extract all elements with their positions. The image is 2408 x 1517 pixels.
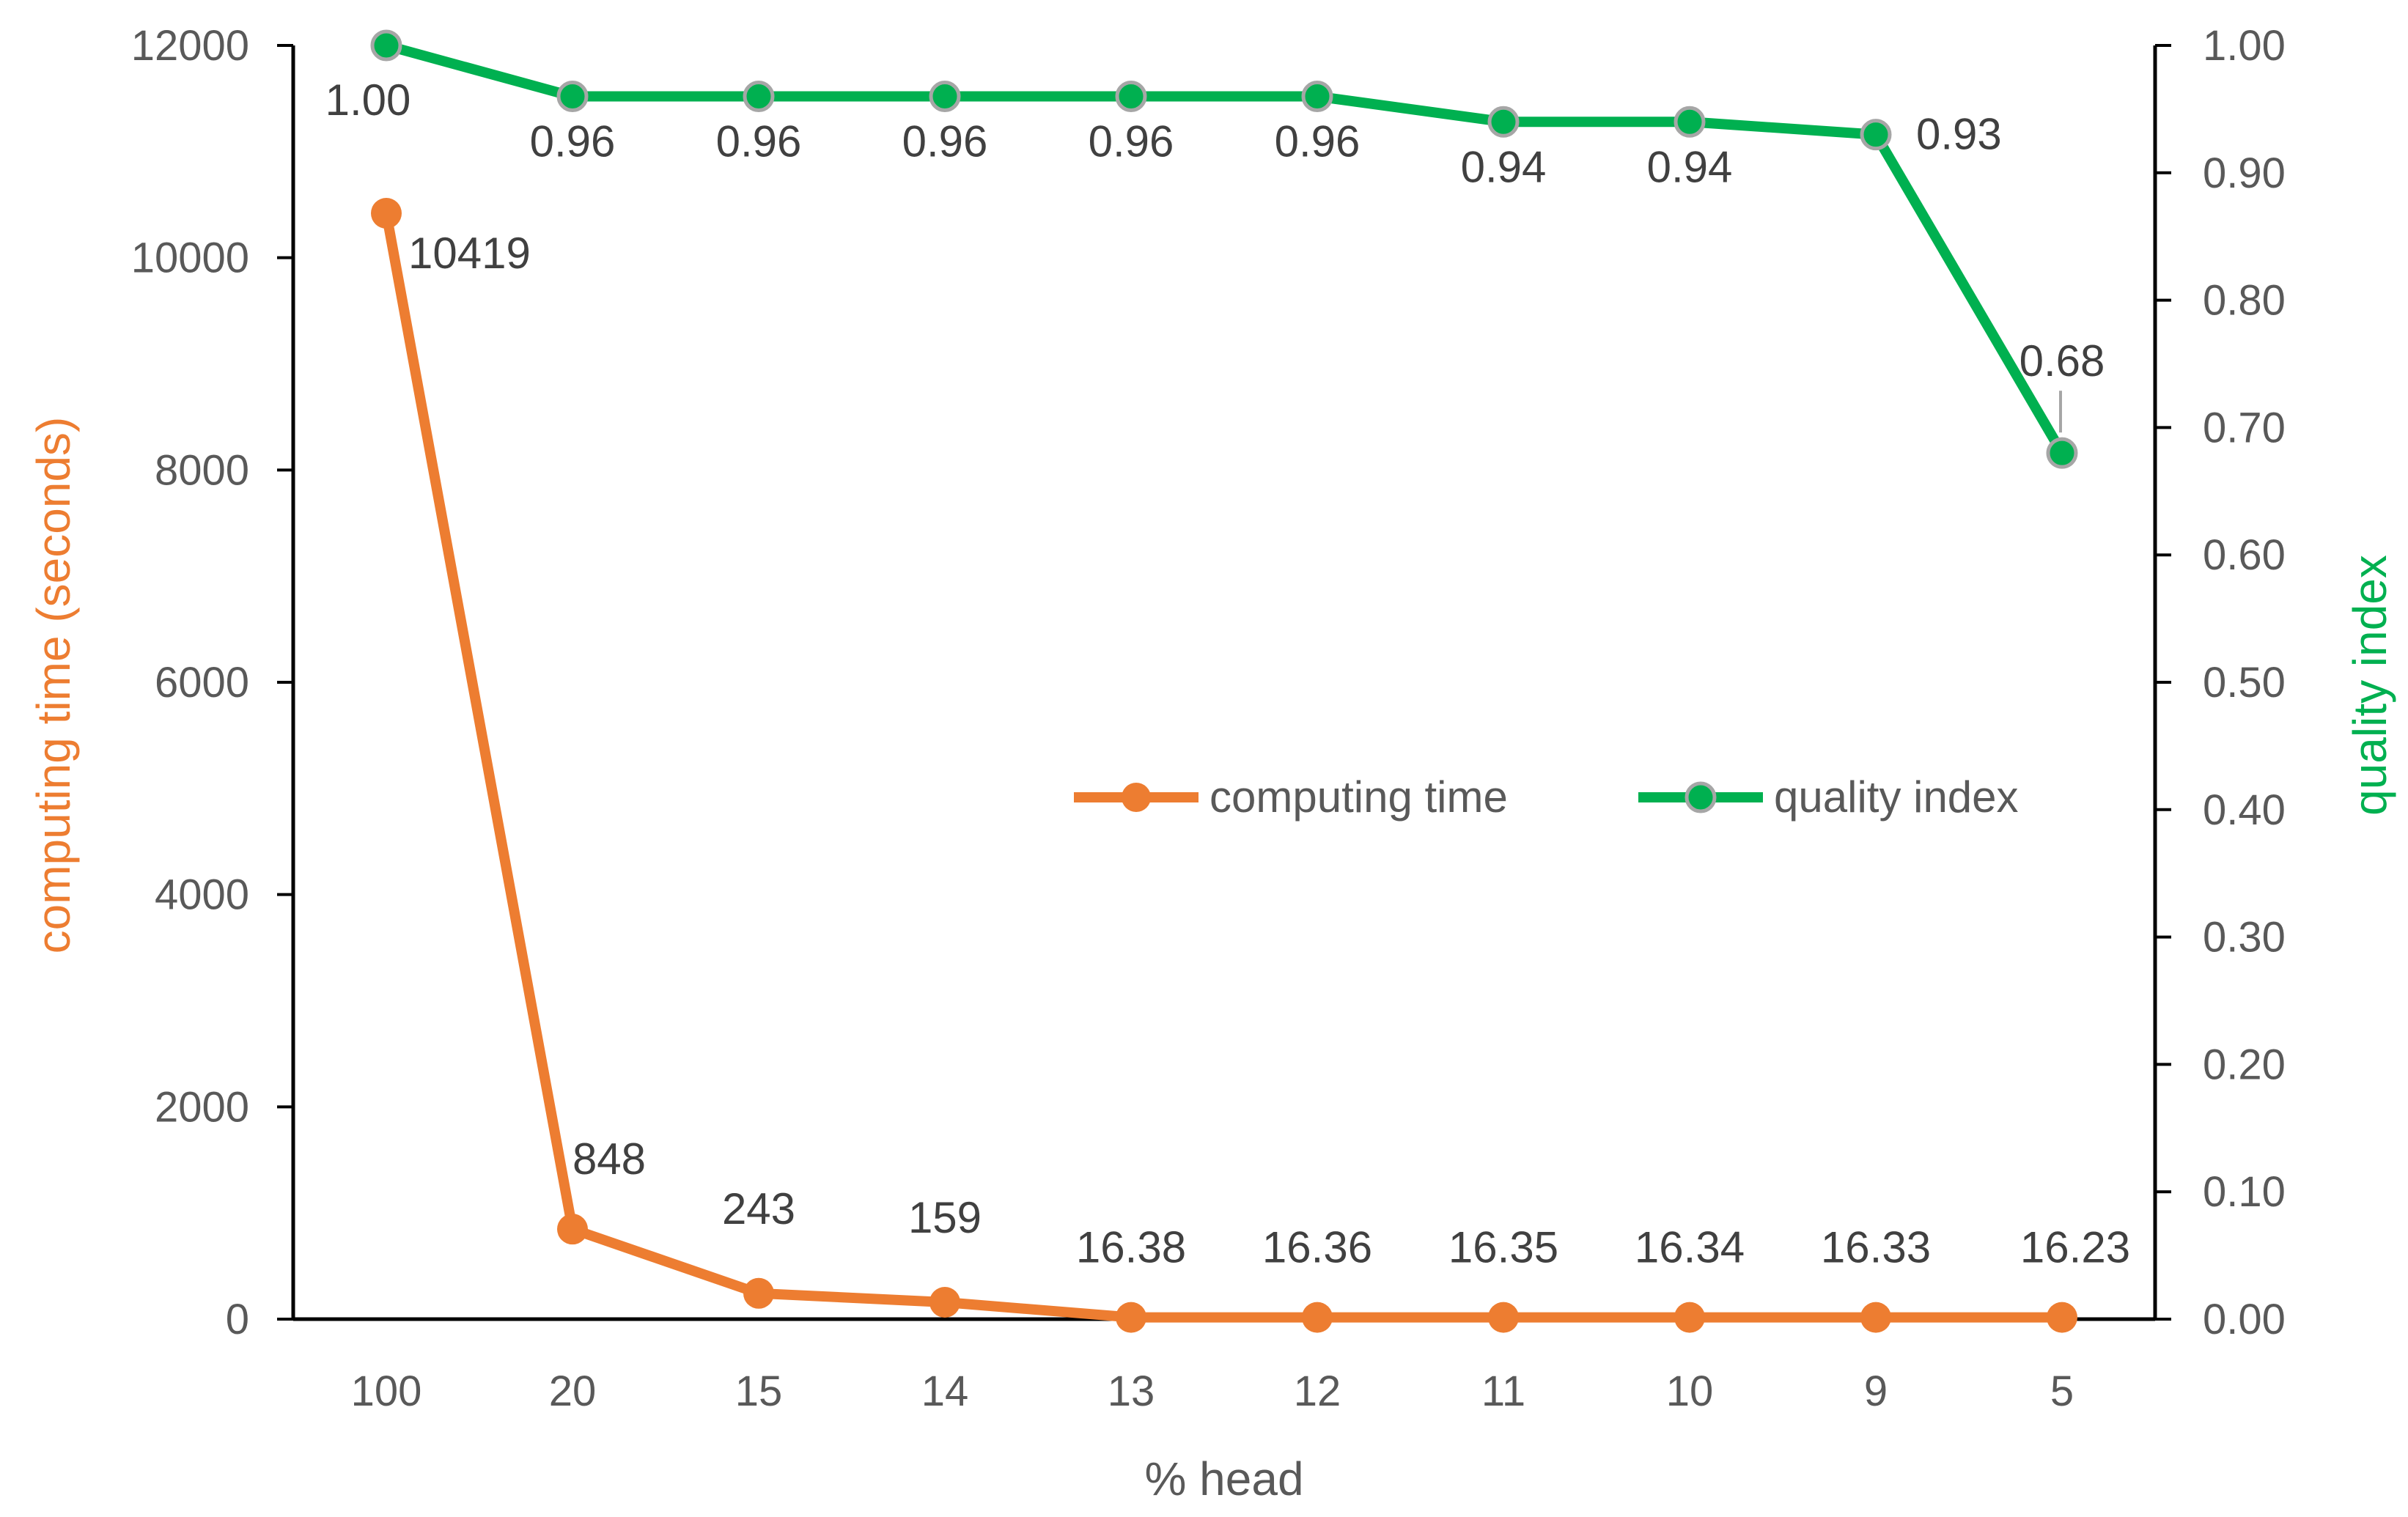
right-tick-label: 0.00 <box>2203 1296 2286 1343</box>
legend-computing-time-marker <box>1122 783 1151 812</box>
left-tick-label: 12000 <box>131 22 249 70</box>
x-tick-label: 10 <box>1666 1367 1714 1415</box>
right-tick-label: 0.80 <box>2203 277 2286 325</box>
right-tick-label: 0.10 <box>2203 1168 2286 1216</box>
data-label-computing-time: 16.38 <box>1076 1223 1186 1272</box>
legend: computing time quality index <box>1074 772 2019 822</box>
point-quality-index <box>1487 106 1520 138</box>
point-computing-time <box>1860 1302 1891 1333</box>
point-quality-index <box>1115 81 1147 113</box>
point-computing-time <box>1488 1302 1519 1333</box>
left-tick-label: 6000 <box>155 659 249 706</box>
point-computing-time <box>743 1277 774 1309</box>
series-layer <box>370 29 2078 1333</box>
right-axis-title: quality index <box>2343 555 2396 816</box>
data-label-quality-index: 0.93 <box>1916 110 2002 159</box>
data-label-computing-time: 16.35 <box>1448 1223 1558 1272</box>
left-tick-label: 4000 <box>155 871 249 919</box>
data-label-quality-index: 0.96 <box>716 117 802 166</box>
data-label-computing-time: 243 <box>722 1184 795 1233</box>
point-computing-time <box>1116 1302 1146 1333</box>
right-tick-label: 0.70 <box>2203 404 2286 451</box>
data-label-quality-index: 0.94 <box>1461 142 1547 191</box>
data-label-computing-time: 10419 <box>408 229 531 278</box>
legend-quality-index-marker <box>1685 781 1717 813</box>
right-tick-label: 0.60 <box>2203 531 2286 579</box>
point-quality-index <box>370 29 402 62</box>
x-tick-label: 20 <box>549 1367 597 1415</box>
x-tick-label: 11 <box>1481 1367 1525 1415</box>
series-line-computing-time <box>381 207 2067 1323</box>
point-quality-index <box>1860 119 1892 151</box>
data-label-computing-time: 159 <box>908 1193 982 1242</box>
data-label-computing-time: 16.33 <box>1821 1223 1931 1272</box>
point-quality-index <box>2046 437 2078 469</box>
point-quality-index <box>1674 106 1706 138</box>
right-axis-ticks: 0.00 0.10 0.20 0.30 0.40 0.50 0.60 0.70 0.80 0.90… <box>2155 22 2286 1343</box>
data-label-quality-index: 0.96 <box>530 117 616 166</box>
right-tick-label: 0.50 <box>2203 659 2286 706</box>
x-tick-label: 100 <box>351 1367 422 1415</box>
x-tick-label: 5 <box>2050 1367 2074 1415</box>
right-tick-label: 1.00 <box>2203 22 2286 70</box>
axes <box>291 45 2157 1321</box>
data-label-computing-time: 16.23 <box>2020 1223 2130 1272</box>
point-quality-index <box>1301 81 1333 113</box>
left-tick-label: 10000 <box>131 235 249 282</box>
point-quality-index <box>743 81 775 113</box>
point-quality-index <box>556 81 589 113</box>
point-computing-time <box>371 197 402 229</box>
left-tick-label: 0 <box>226 1296 249 1343</box>
series-line-quality-index <box>381 40 2067 459</box>
data-labels-layer: 10419 848 243 159 16.38 16.36 16.35 16.34 16.33 1… <box>325 75 2130 1272</box>
data-label-quality-index: 0.94 <box>1647 142 1733 191</box>
right-tick-label: 0.20 <box>2203 1041 2286 1088</box>
point-computing-time <box>1302 1302 1333 1333</box>
point-computing-time <box>1674 1302 1705 1333</box>
data-label-quality-index: 1.00 <box>325 75 411 125</box>
data-label-computing-time: 16.36 <box>1262 1223 1372 1272</box>
x-tick-label: 9 <box>1864 1367 1888 1415</box>
point-quality-index <box>929 81 961 113</box>
left-tick-label: 8000 <box>155 446 249 494</box>
point-computing-time <box>929 1286 960 1318</box>
data-label-quality-index: 0.96 <box>1089 117 1174 166</box>
right-tick-label: 0.90 <box>2203 150 2286 197</box>
data-label-quality-index: 0.68 <box>2019 336 2105 385</box>
data-label-computing-time: 16.34 <box>1635 1223 1745 1272</box>
left-axis-ticks: 0 2000 4000 6000 8000 10000 12000 <box>131 22 293 1343</box>
x-axis-title: % head <box>1144 1453 1303 1505</box>
point-computing-time <box>2047 1302 2077 1333</box>
point-computing-time <box>557 1214 588 1245</box>
data-label-quality-index: 0.96 <box>902 117 988 166</box>
right-tick-label: 0.40 <box>2203 786 2286 834</box>
legend-computing-time-label: computing time <box>1209 772 1508 822</box>
x-tick-label: 15 <box>735 1367 783 1415</box>
legend-quality-index-label: quality index <box>1774 772 2019 822</box>
x-tick-label: 14 <box>921 1367 969 1415</box>
x-tick-label: 12 <box>1294 1367 1341 1415</box>
data-label-computing-time: 848 <box>572 1134 646 1184</box>
left-axis-title: computing time (seconds) <box>27 417 80 954</box>
data-label-quality-index: 0.96 <box>1275 117 1361 166</box>
x-tick-label: 13 <box>1108 1367 1155 1415</box>
x-axis-ticks: 100 20 15 14 13 12 11 10 9 5 <box>351 1367 2074 1415</box>
right-tick-label: 0.30 <box>2203 914 2286 961</box>
left-tick-label: 2000 <box>155 1083 249 1131</box>
